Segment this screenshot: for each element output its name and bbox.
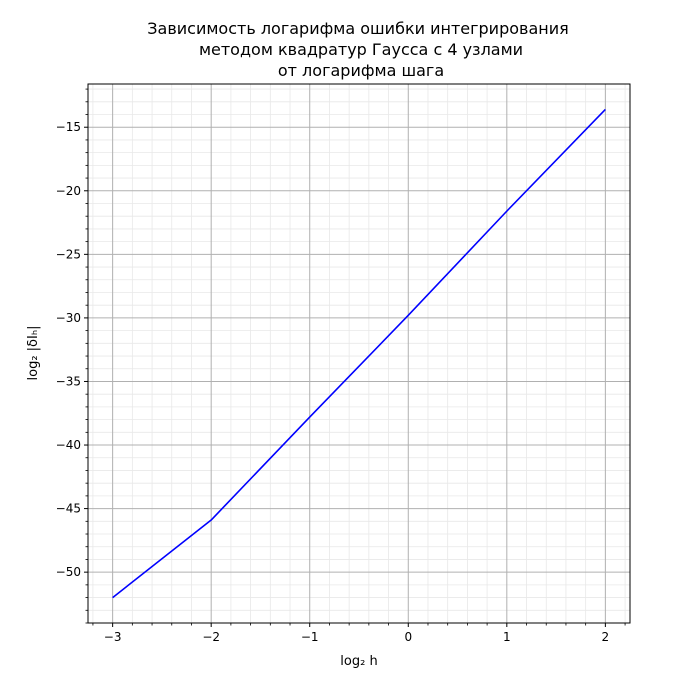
y-tick-label: −50 — [56, 565, 81, 579]
y-tick-label: −20 — [56, 184, 81, 198]
y-axis: −50 −45 −40 −35 −30 −25 −20 −15 — [56, 88, 88, 624]
y-tick-label: −40 — [56, 438, 81, 452]
chart-title-line-3: от логарифма шага — [278, 61, 444, 80]
plot-frame — [87, 83, 631, 624]
chart-title: Зависимость логарифма ошибки интегрирова… — [147, 19, 569, 80]
y-tick-label: −30 — [56, 311, 81, 325]
y-axis-label: log₂ |δIₕ| — [26, 326, 41, 381]
series-line-1 — [112, 108, 606, 599]
major-grid — [88, 84, 630, 623]
x-tick-label: −1 — [301, 630, 319, 644]
y-tick-label: −15 — [56, 120, 81, 134]
x-tick-label: −3 — [104, 630, 122, 644]
chart-title-line-2: методом квадратур Гаусса с 4 узлами — [199, 40, 523, 59]
y-tick-label: −25 — [56, 247, 81, 261]
x-tick-label: 2 — [602, 630, 610, 644]
x-tick-label: 0 — [404, 630, 412, 644]
x-tick-label: −2 — [202, 630, 220, 644]
minor-grid — [88, 84, 630, 624]
y-tick-label: −35 — [56, 374, 81, 388]
x-tick-label: 1 — [503, 630, 511, 644]
x-axis-label: log₂ h — [340, 654, 377, 669]
x-axis: −3 −2 −1 0 1 2 — [92, 623, 626, 644]
series-layer — [112, 108, 606, 599]
chart-title-line-1: Зависимость логарифма ошибки интегрирова… — [147, 19, 569, 38]
y-tick-label: −45 — [56, 502, 81, 516]
